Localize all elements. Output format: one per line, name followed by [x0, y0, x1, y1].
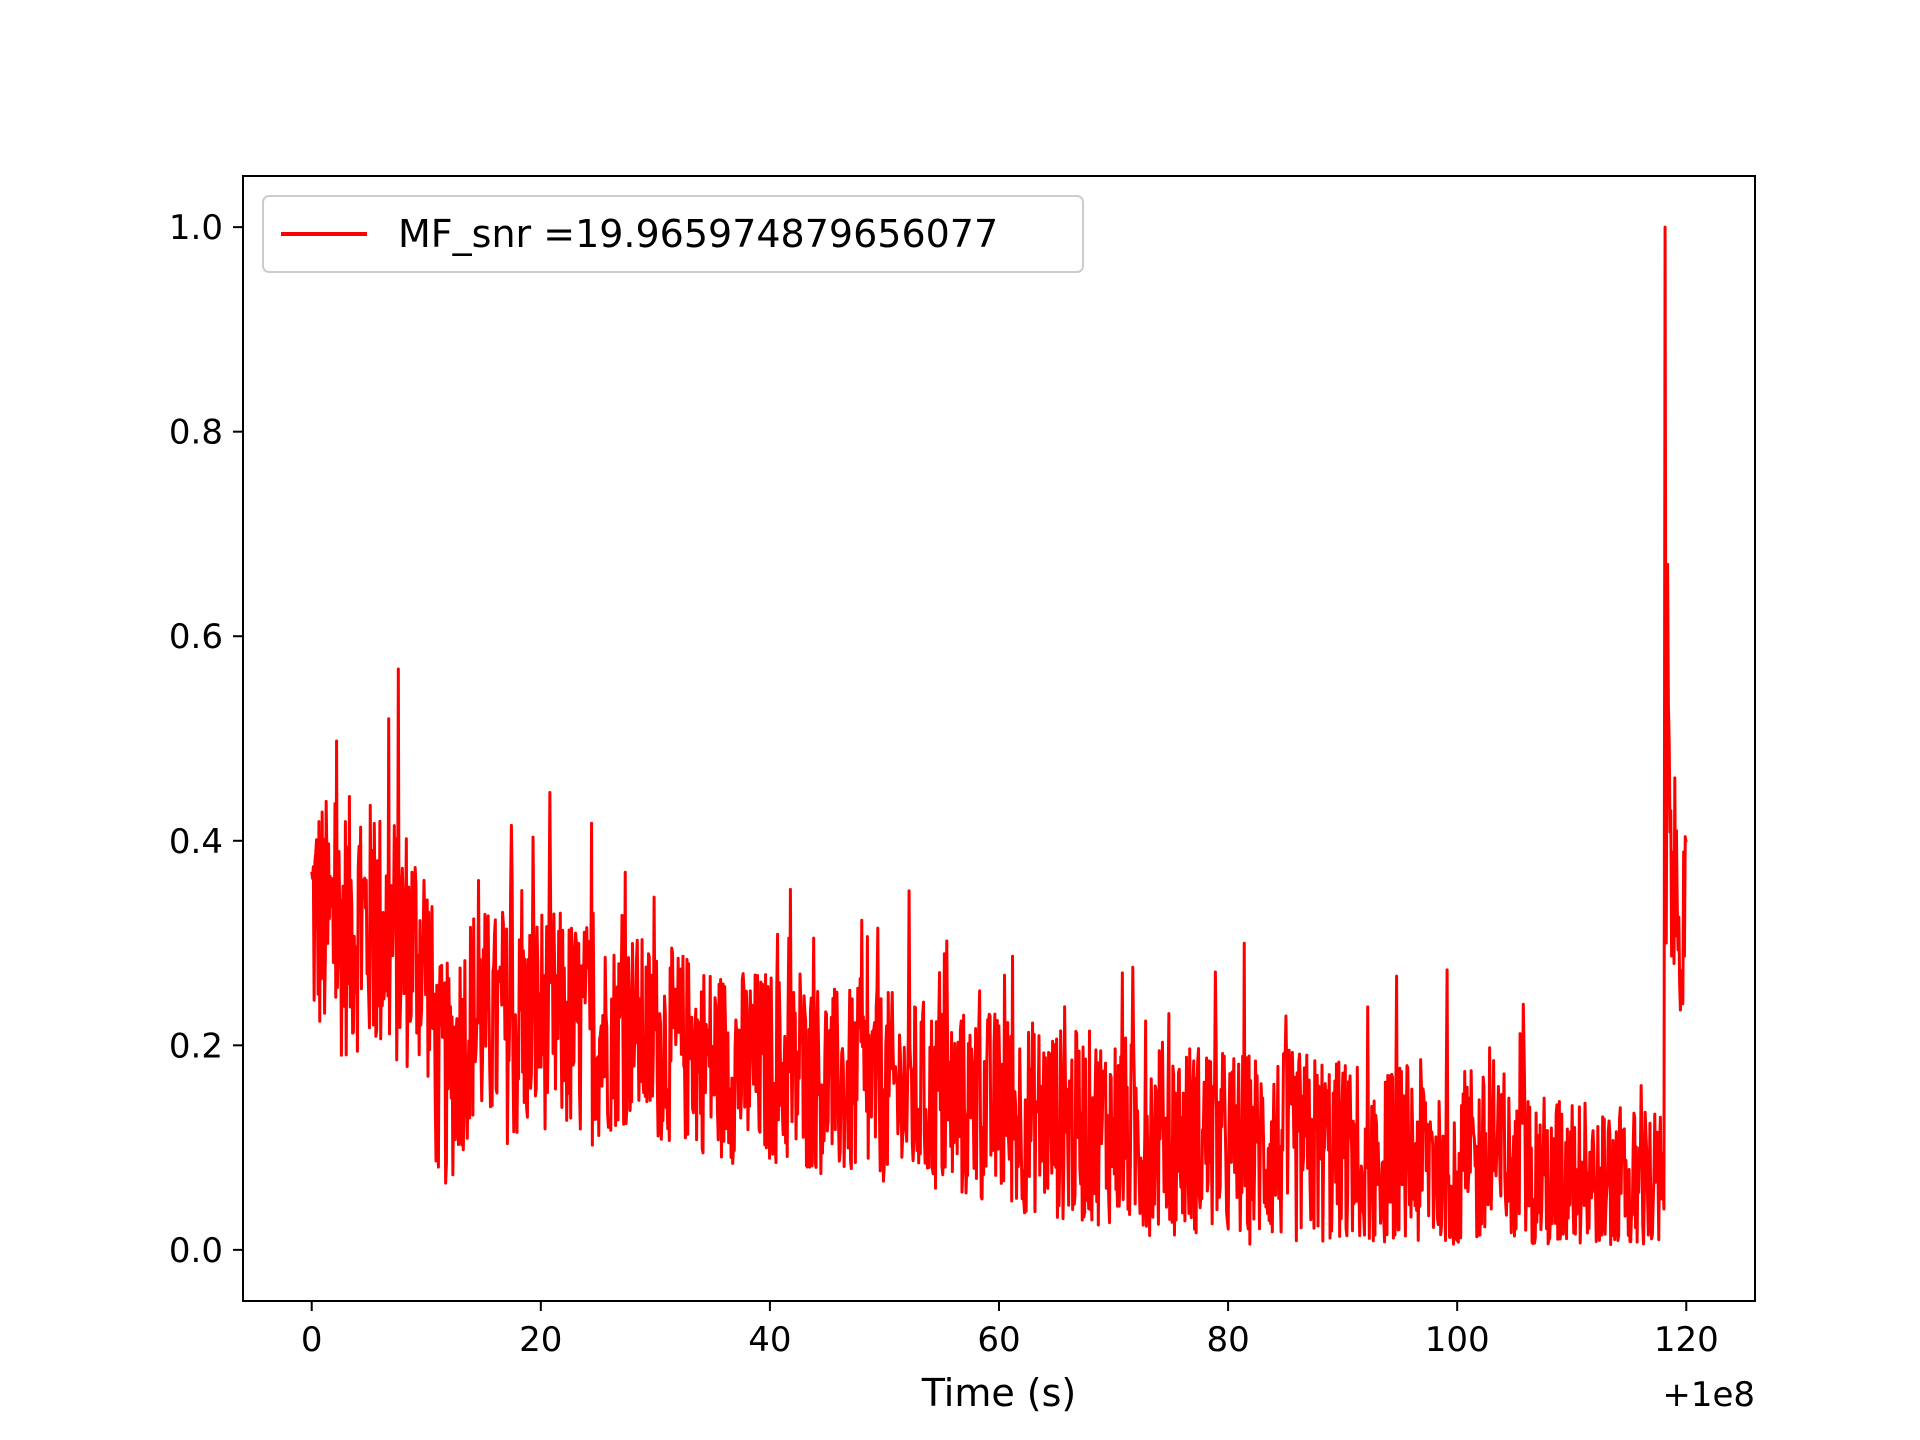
y-axis-ticks: 0.0 0.2 0.4 0.6 0.8 1.0 [169, 208, 243, 1271]
x-tick-label: 60 [977, 1320, 1020, 1360]
legend-box [262, 195, 1084, 273]
x-tick-label: 40 [748, 1320, 791, 1360]
y-tick-label: 0.2 [169, 1026, 223, 1066]
x-tick-label: 120 [1654, 1320, 1719, 1360]
y-tick-label: 1.0 [169, 208, 223, 248]
x-tick-label: 100 [1425, 1320, 1490, 1360]
x-tick-label: 0 [301, 1320, 323, 1360]
x-axis-offset-label: +1e8 [1662, 1375, 1755, 1415]
x-tick-label: 20 [519, 1320, 562, 1360]
y-tick-label: 0.8 [169, 413, 223, 453]
y-tick-label: 0.6 [169, 617, 223, 657]
x-axis-label: Time (s) [921, 1371, 1077, 1415]
legend-entry-label: MF_snr =19.965974879656077 [398, 212, 998, 256]
legend: MF_snr =19.965974879656077 [262, 195, 1084, 273]
y-tick-label: 0.4 [169, 822, 223, 862]
x-axis-ticks: 0 20 40 60 80 100 120 [301, 1301, 1719, 1360]
y-tick-label: 0.0 [169, 1231, 223, 1271]
x-tick-label: 80 [1206, 1320, 1249, 1360]
series-line-mf-snr [310, 225, 1688, 1246]
